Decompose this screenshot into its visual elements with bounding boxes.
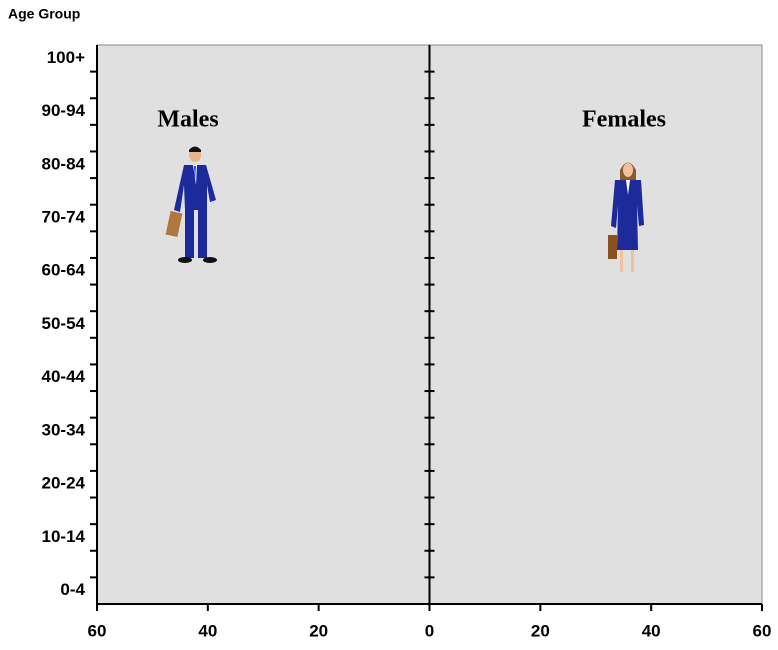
y-tick-label: 0-4: [60, 580, 85, 599]
y-tick-label: 10-14: [42, 527, 86, 546]
y-tick-label: 60-64: [42, 261, 86, 280]
annotation: Females: [582, 107, 666, 133]
y-axis-label: Age Group: [8, 6, 80, 22]
annotation: Males: [157, 107, 218, 133]
male-icon: [165, 146, 217, 263]
y-tick-label: 20-24: [42, 474, 86, 493]
x-tick-label: 40: [642, 621, 661, 640]
x-tick-label: 40: [198, 621, 217, 640]
y-tick-label: 40-44: [42, 367, 86, 386]
x-tick-label: 60: [753, 621, 772, 640]
x-tick-label: 20: [309, 621, 328, 640]
y-tick-label: 70-74: [42, 208, 86, 227]
y-tick-label: 50-54: [42, 314, 86, 333]
y-tick-label: 80-84: [42, 154, 86, 173]
y-tick-label: 30-34: [42, 420, 86, 439]
y-tick-label: 90-94: [42, 101, 86, 120]
x-tick-label: 60: [88, 621, 107, 640]
y-tick-label: 100+: [47, 48, 85, 67]
x-tick-label: 0: [425, 621, 434, 640]
female-icon: [608, 162, 644, 272]
x-tick-label: 20: [531, 621, 550, 640]
